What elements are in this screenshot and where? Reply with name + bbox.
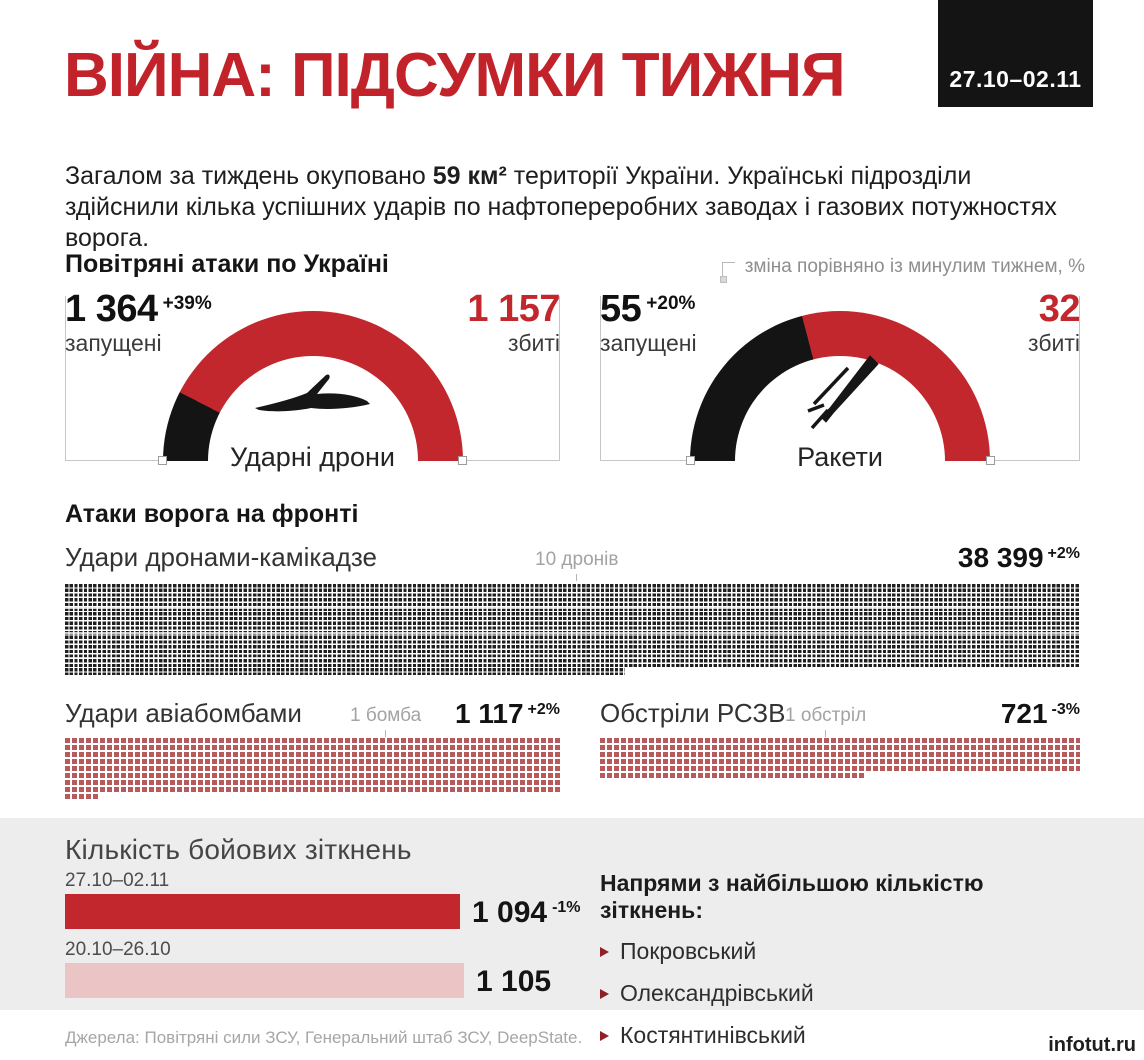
- gauges-row: 1 364 +39% запущені 1 157 збиті Ударні др…: [65, 290, 1081, 485]
- note-corner-icon: [719, 262, 735, 283]
- bar-value-number: 1 094: [472, 896, 548, 929]
- bar-previous-week: [65, 963, 464, 998]
- missile-icon: [794, 348, 886, 445]
- launched-stat: 1 364 +39% запущені: [65, 290, 212, 357]
- pictogram-full-rows: [65, 738, 560, 794]
- triangle-bullet-icon: [600, 1030, 609, 1041]
- gauge-end-marker: [686, 456, 695, 465]
- downed-label: збиті: [1028, 330, 1080, 356]
- mlrs-column: Обстріли РСЗВ 1 обстріл 721 -3%: [600, 698, 1080, 780]
- bracket-line: [65, 296, 66, 461]
- note-text: зміна порівняно із минулим тижнем, %: [744, 256, 1085, 277]
- downed-stat: 32 збиті: [1028, 290, 1080, 357]
- downed-stat: 1 157 збиті: [467, 290, 560, 357]
- airbombs-value-number: 1 117: [455, 698, 524, 729]
- bar-current-week: [65, 894, 460, 929]
- section-title-air-attacks: Повітряні атаки по Україні: [65, 250, 389, 278]
- launched-value: 1 364: [65, 288, 158, 330]
- section-title-front-attacks: Атаки ворога на фронті: [65, 500, 359, 528]
- mlrs-label: Обстріли РСЗВ: [600, 698, 786, 728]
- kamikaze-value-number: 38 399: [957, 542, 1044, 573]
- page-title: ВІЙНА: ПІДСУМКИ ТИЖНЯ: [64, 41, 846, 110]
- intro-bold-area: 59 км²: [432, 162, 507, 190]
- sources-text: Джерела: Повітряні сили ЗСУ, Генеральний…: [65, 1028, 583, 1047]
- bracket-line: [1079, 296, 1080, 461]
- pictogram-full-rows: [600, 738, 1080, 773]
- pictogram-partial-row: [65, 794, 98, 801]
- gauge-label-drones: Ударні дрони: [229, 442, 396, 472]
- kamikaze-delta: +2%: [1047, 545, 1080, 562]
- direction-name: Олександрівський: [620, 980, 814, 1006]
- downed-label: збиті: [508, 330, 560, 356]
- pictogram-partial-row: [65, 668, 625, 675]
- gauge-missiles: 55 +20% запущені 32 збиті Ракети: [600, 290, 1081, 485]
- mlrs-value-number: 721: [1000, 698, 1048, 729]
- airbombs-pictogram-matrix: [65, 738, 560, 801]
- list-item: Костянтинівський: [600, 1022, 1080, 1049]
- gauge-strike-drones: 1 364 +39% запущені 1 157 збиті Ударні др…: [65, 290, 560, 485]
- mlrs-unit-legend: 1 обстріл: [785, 705, 866, 737]
- launched-stat: 55 +20% запущені: [600, 290, 697, 357]
- mlrs-pictogram-matrix: [600, 738, 1080, 780]
- date-badge-text: 27.10–02.11: [949, 66, 1082, 92]
- date-badge: 27.10–02.11: [938, 0, 1093, 107]
- bar-period-current: 27.10–02.11: [65, 870, 170, 891]
- clashes-section: Кількість бойових зіткнень 27.10–02.11 1…: [0, 818, 1144, 1048]
- pictogram-full-rows: [65, 584, 1080, 668]
- watermark: infotut.ru: [1048, 1034, 1136, 1056]
- launched-value: 55: [600, 288, 642, 330]
- intro-paragraph: Загалом за тиждень окуповано 59 км² тери…: [65, 161, 1080, 254]
- list-item: Покровський: [600, 938, 1080, 965]
- directions-title: Напрями з найбільшою кількістю зіткнень:: [600, 870, 984, 923]
- launched-label: запущені: [65, 330, 162, 356]
- mlrs-delta: -3%: [1051, 701, 1080, 718]
- mlrs-row-header: Обстріли РСЗВ 1 обстріл 721 -3%: [600, 698, 1080, 734]
- directions-list: Напрями з найбільшою кількістю зіткнень:…: [600, 870, 1080, 1060]
- bar-value-number: 1 105: [476, 965, 552, 998]
- gauge-end-marker: [986, 456, 995, 465]
- airbombs-label: Удари авіабомбами: [65, 698, 302, 728]
- bar-period-previous: 20.10–26.10: [65, 939, 171, 960]
- triangle-bullet-icon: [600, 946, 609, 957]
- kamikaze-row-header: Удари дронами-камікадзе 10 дронів 38 399…: [65, 542, 1080, 578]
- launched-label: запущені: [600, 330, 697, 356]
- gauge-end-marker: [158, 456, 167, 465]
- direction-name: Покровський: [620, 938, 757, 964]
- clashes-title: Кількість бойових зіткнень: [65, 834, 412, 865]
- list-item: Олександрівський: [600, 980, 1080, 1007]
- note-change-vs-last-week: зміна порівняно із минулим тижнем, %: [719, 256, 1085, 283]
- bar-delta: -1%: [552, 899, 581, 916]
- airbombs-unit-legend: 1 бомба: [350, 705, 421, 737]
- triangle-bullet-icon: [600, 988, 609, 999]
- kamikaze-unit-legend: 10 дронів: [535, 549, 618, 581]
- direction-name: Костянтинівський: [620, 1022, 806, 1048]
- launched-delta: +39%: [162, 293, 212, 314]
- launched-delta: +20%: [646, 293, 696, 314]
- bracket-line: [559, 296, 560, 461]
- kamikaze-label: Удари дронами-камікадзе: [65, 542, 378, 572]
- downed-value: 32: [1038, 288, 1081, 330]
- airbombs-column: Удари авіабомбами 1 бомба 1 117 +2%: [65, 698, 560, 801]
- bracket-line: [600, 296, 601, 461]
- gauge-label-missiles: Ракети: [797, 442, 883, 472]
- bar-value-current: 1 094 -1%: [472, 896, 581, 930]
- gauge-end-marker: [458, 456, 467, 465]
- intro-text-1: Загалом за тиждень окуповано: [65, 162, 433, 190]
- airbombs-value: 1 117 +2%: [455, 698, 560, 730]
- drone-icon: [251, 370, 375, 423]
- airbombs-delta: +2%: [527, 701, 560, 718]
- intro-text-2: території України. Українські підрозділи…: [65, 162, 1057, 252]
- gauge-arc: [690, 311, 990, 461]
- airbombs-row-header: Удари авіабомбами 1 бомба 1 117 +2%: [65, 698, 560, 734]
- bar-value-previous: 1 105: [476, 965, 556, 999]
- kamikaze-pictogram-matrix: [65, 584, 1080, 675]
- kamikaze-value: 38 399 +2%: [958, 542, 1080, 574]
- downed-value: 1 157: [467, 288, 560, 330]
- pictogram-partial-row: [600, 773, 865, 780]
- mlrs-value: 721 -3%: [1001, 698, 1080, 730]
